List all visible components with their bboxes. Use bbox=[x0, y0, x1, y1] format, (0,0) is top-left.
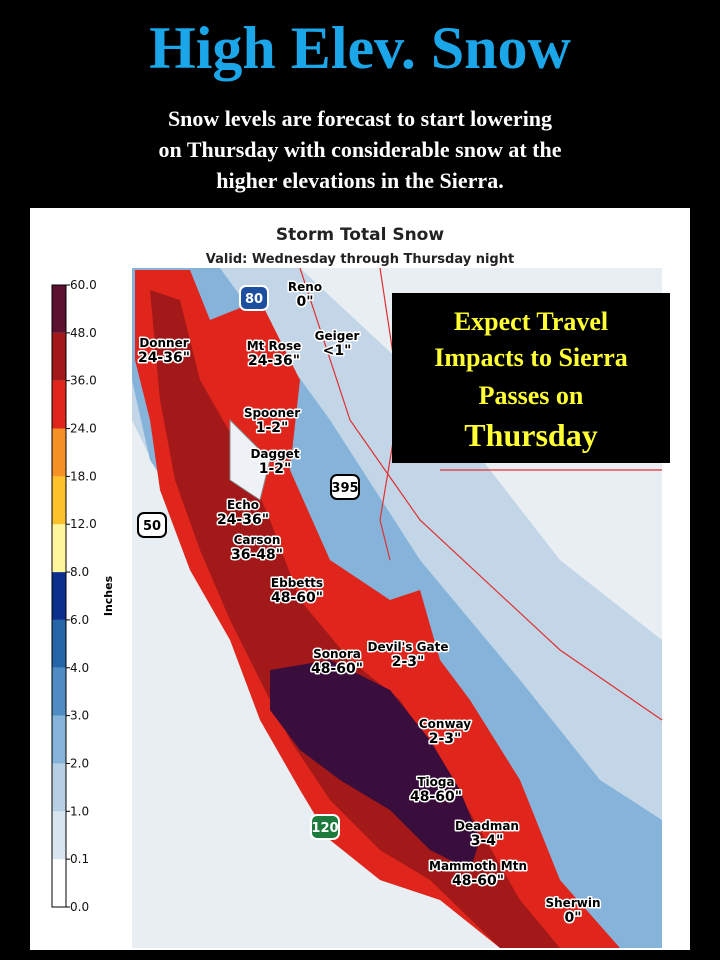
subtitle-line: Snow levels are forecast to start loweri… bbox=[168, 106, 552, 131]
location-name: Dagget bbox=[250, 447, 299, 461]
colorbar-segment bbox=[52, 667, 66, 716]
highway-shield bbox=[330, 474, 360, 500]
colorbar-segment bbox=[52, 572, 66, 620]
location-amount: 24-36" bbox=[248, 353, 300, 369]
location-name: Sherwin bbox=[546, 896, 601, 910]
location-name: Geiger bbox=[315, 329, 360, 343]
lake bbox=[229, 418, 271, 501]
location-amount: 36-48" bbox=[231, 547, 283, 563]
colorbar-tick-label: 18.0 bbox=[70, 469, 97, 483]
colorbar-segment bbox=[52, 476, 66, 525]
colorbar-tick-label: 36.0 bbox=[70, 374, 97, 388]
location-amount: 1-2" bbox=[259, 461, 292, 477]
location-name: Echo bbox=[227, 498, 259, 512]
colorbar-segment bbox=[52, 332, 66, 381]
colorbar-segment bbox=[52, 285, 66, 333]
location-amount: 24-36" bbox=[138, 350, 190, 366]
callout-line: Expect Travel bbox=[454, 307, 608, 336]
location-name: Reno bbox=[288, 280, 322, 294]
location-name: Spooner bbox=[244, 406, 300, 420]
highway-shield bbox=[310, 814, 340, 840]
location-name: Deadman bbox=[455, 819, 519, 833]
location-amount: 1-2" bbox=[256, 420, 289, 436]
colorbar-segment bbox=[52, 524, 66, 573]
subtitle-line: higher elevations in the Sierra. bbox=[216, 168, 503, 193]
road bbox=[299, 267, 663, 721]
colorbar-tick-label: 1.0 bbox=[70, 804, 89, 818]
snow-area bbox=[270, 660, 480, 870]
location-name: Ebbetts bbox=[271, 576, 323, 590]
location-amount: 0" bbox=[296, 294, 313, 310]
colorbar-segment bbox=[52, 859, 66, 907]
colorbar-tick-label: 48.0 bbox=[70, 326, 97, 340]
location-name: Mt Rose bbox=[247, 339, 302, 353]
colorbar-tick-label: 4.0 bbox=[70, 661, 89, 675]
location-amount: 3-4" bbox=[471, 833, 504, 849]
colorbar-tick-label: 0.1 bbox=[70, 852, 89, 866]
subtitle-line: on Thursday with considerable snow at th… bbox=[159, 137, 562, 162]
location-name: Devil's Gate bbox=[368, 640, 449, 654]
colorbar-tick-label: 60.0 bbox=[70, 278, 97, 292]
colorbar-tick-label: 8.0 bbox=[70, 565, 89, 579]
map-title: Storm Total Snow bbox=[276, 225, 444, 245]
colorbar-segment bbox=[52, 811, 66, 860]
colorbar-tick-label: 3.0 bbox=[70, 709, 89, 723]
colorbar-tick-label: 24.0 bbox=[70, 422, 97, 436]
location-amount: 48-60" bbox=[452, 873, 504, 889]
location-name: Conway bbox=[419, 717, 471, 731]
highway-number: 120 bbox=[311, 821, 338, 836]
highway-number: 50 bbox=[143, 519, 161, 534]
snow-area bbox=[150, 290, 560, 948]
location-amount: 48-60" bbox=[410, 789, 462, 805]
location-amount: 2-3" bbox=[429, 731, 462, 747]
location-amount: 0" bbox=[564, 910, 581, 926]
highway-number: 395 bbox=[331, 481, 358, 496]
location-amount: 48-60" bbox=[311, 661, 363, 677]
colorbar-frame bbox=[51, 284, 67, 908]
highway-shield bbox=[239, 285, 269, 311]
map-valid: Valid: Wednesday through Thursday night bbox=[206, 252, 514, 267]
location-name: Mammoth Mtn bbox=[429, 859, 527, 873]
location-amount: 24-36" bbox=[217, 512, 269, 528]
colorbar-tick-label: 6.0 bbox=[70, 613, 89, 627]
colorbar-tick-label: 0.0 bbox=[70, 900, 89, 914]
location-name: Tioga bbox=[417, 775, 454, 789]
colorbar-tick-label: 12.0 bbox=[70, 517, 97, 531]
snow-area bbox=[135, 270, 620, 948]
callout-line: Thursday bbox=[464, 417, 597, 453]
highway-shield bbox=[137, 512, 167, 538]
colorbar-label: Inches bbox=[102, 575, 115, 616]
location-name: Carson bbox=[234, 533, 281, 547]
callout-box bbox=[392, 293, 670, 463]
colorbar-segment bbox=[52, 380, 66, 429]
location-amount: 48-60" bbox=[271, 590, 323, 606]
callout-line: Passes on bbox=[479, 381, 584, 410]
colorbar-segment bbox=[52, 763, 66, 812]
colorbar-segment bbox=[52, 619, 66, 668]
colorbar-tick-label: 2.0 bbox=[70, 756, 89, 770]
location-name: Donner bbox=[139, 336, 188, 350]
colorbar-segment bbox=[52, 428, 66, 477]
location-amount: 2-3" bbox=[392, 654, 425, 670]
colorbar: 0.0 0.1 1.0 2.0 3.0 4.0 6.0 8.0 12.0 18.0 24.0 36.0… bbox=[51, 278, 97, 914]
highway-number: 80 bbox=[245, 292, 263, 307]
colorbar-segment bbox=[52, 715, 66, 764]
callout-line: Impacts to Sierra bbox=[434, 343, 628, 372]
location-name: Sonora bbox=[313, 647, 361, 661]
slide-title: High Elev. Snow bbox=[149, 15, 571, 81]
location-amount: <1" bbox=[323, 343, 352, 359]
